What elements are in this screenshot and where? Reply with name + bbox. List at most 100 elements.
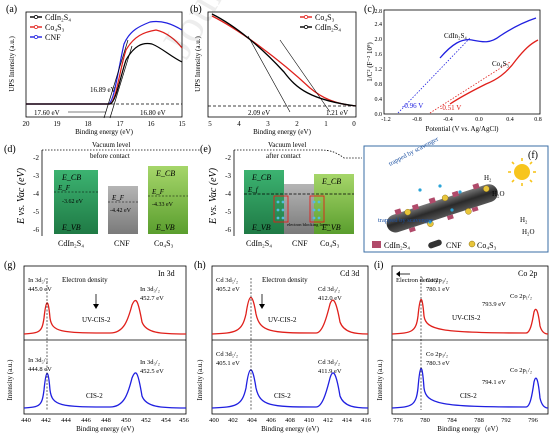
- panel-i-sample-label: UV-CIS-2: [452, 314, 481, 322]
- panel-d-cnf-block: [108, 186, 138, 234]
- panel-g-tick: 442: [41, 417, 51, 424]
- panel-c-ytick: 0.0: [375, 112, 383, 118]
- panel-g: (g) Intensity (a.u.) In 3d In 3d₅/₂ 445.…: [4, 260, 190, 433]
- panel-e-ytick: -3: [225, 172, 231, 180]
- panel-h-peak-label: Cd 3d₃/₂: [318, 359, 340, 366]
- down-arrow-icon: [259, 304, 265, 309]
- panel-i-peak-label: Co 2p₁/₂: [510, 293, 532, 300]
- panel-f-legend: CdIn₂S₄ CNF Co₄S₃: [372, 239, 497, 250]
- panel-c-fit-line: [429, 61, 511, 114]
- panel-c-xtick: -0.4: [443, 117, 453, 123]
- panel-b-legend-item: Co₄S₃: [315, 13, 335, 22]
- panel-e-evb: E_VB: [251, 223, 271, 232]
- panel-g-ylabel: Intensity (a.u.): [6, 359, 14, 401]
- panel-c-yticks: 0.0 0.4 0.8 1.2 1.6 2.0 2.4 2.8: [375, 9, 383, 118]
- panel-i-peak-label: Co 2p₃/₂: [426, 351, 448, 358]
- panel-e-blocking-label: electron blocking layers: [287, 222, 330, 227]
- panel-b-series-cdin2s4: [211, 13, 357, 107]
- panel-b-fit-line: [279, 39, 331, 113]
- panel-d-subtitle: before contact: [90, 152, 130, 160]
- panel-c-ytick: 1.6: [375, 52, 383, 58]
- panel-a-fit-line: [103, 39, 129, 119]
- panel-i-tag: (i): [374, 260, 383, 271]
- panel-d-ecb: E_CB: [61, 173, 81, 182]
- panel-d-ylabel: E vs. Vac (eV): [16, 167, 27, 225]
- panel-b-tick: 1: [324, 120, 328, 128]
- panel-h-xlabel: Binding energy (eV): [261, 425, 319, 433]
- panel-h: (h) Intensity (a.u.) Cd 3d Cd 3d₅/₂ 405.…: [194, 260, 372, 433]
- panel-h-tick: 408: [285, 417, 295, 424]
- panel-h-ticks: 400 402 404 406 408 410 412 414 416: [209, 417, 372, 424]
- panel-i-tick: 792: [501, 417, 511, 424]
- panel-e: (e) E vs. Vac (eV) -2 -3 -4 -5 -6 Vacuum…: [200, 141, 362, 248]
- panel-a-series-cdin2s4: [26, 42, 183, 105]
- panel-c-series-cdin2s4: [439, 17, 537, 59]
- panel-b-tag: (b): [190, 4, 202, 15]
- panel-f-label: H₂: [484, 174, 492, 182]
- panel-e-vacuum-label: Vacuum level: [268, 141, 306, 149]
- panel-d-block-label: CNF: [114, 239, 130, 248]
- panel-e-block-label: Co₄S₃: [320, 239, 340, 248]
- panel-g-tick: 450: [121, 417, 131, 424]
- panel-h-tick: 406: [266, 417, 277, 424]
- panel-i-tick: 796: [528, 417, 539, 424]
- left-arrow-icon: [396, 271, 400, 277]
- panel-e-ytick: -2: [225, 154, 231, 162]
- panel-d-ytick: -4: [33, 190, 39, 198]
- panel-i-ylabel: Intensity (a.u.): [376, 359, 384, 401]
- panel-g-arrow-label: Electron density: [62, 276, 108, 284]
- panel-d-ef: E_F: [151, 188, 165, 196]
- panel-g-tag: (g): [4, 260, 16, 271]
- panel-e-co4s3-block: [314, 174, 354, 234]
- panel-f-label: trapped by scavenger: [378, 217, 434, 224]
- panel-e-yticks: -2 -3 -4 -5 -6: [225, 154, 231, 234]
- panel-i-peak-label: Co 2p₁/₂: [510, 367, 532, 374]
- panel-i-tick: 788: [474, 417, 484, 424]
- panel-c-fit-line: [397, 37, 471, 114]
- panel-a-ylabel: UPS Intensity (a.u.): [8, 36, 16, 92]
- panel-d-ecb: E_CB: [155, 169, 175, 178]
- panel-d-evb: E_VB: [155, 223, 175, 232]
- panel-i-peak-value: 793.9 eV: [482, 301, 506, 308]
- panel-a-fit-line: [109, 45, 133, 119]
- panel-e-cnf-block: [284, 184, 314, 234]
- panel-g-peak-value: 452.7 eV: [140, 295, 164, 302]
- panel-d-ef: E_F: [111, 194, 125, 202]
- panel-e-ytick: -5: [225, 208, 231, 216]
- panel-b-annotation: 1.21 eV: [326, 109, 348, 117]
- panel-e-ecb: E_CB: [321, 177, 341, 186]
- panel-h-peak-label: Cd 3d₃/₂: [318, 286, 340, 293]
- panel-c-axes: [383, 9, 541, 115]
- panel-h-tick: 412: [323, 417, 333, 424]
- panel-c-xtick: 0.4: [506, 117, 514, 123]
- panel-c-xtick: -0.8: [412, 117, 422, 123]
- panel-c-annotation: -0.51 V: [440, 104, 461, 112]
- panel-g-peak-label: In 3d₃/₂: [140, 286, 160, 293]
- panel-b-legend-item: CdIn₂S₄: [315, 23, 341, 32]
- panel-e-ecb: E_CB: [251, 173, 271, 182]
- panel-a-annotation: 17.60 eV: [34, 109, 60, 117]
- panel-a-legend: CdIn₂S₄ Co₄S₃ CNF: [30, 13, 71, 42]
- panel-a-tick: 19: [54, 120, 62, 128]
- panel-g-peak-value: 452.5 eV: [140, 368, 164, 375]
- panel-h-tick: 400: [209, 417, 219, 424]
- panel-f-legend-item: Co₄S₃: [477, 241, 497, 250]
- panel-b-tick: 4: [237, 120, 241, 128]
- panel-e-subtitle: after contact: [266, 152, 301, 160]
- panel-c-label: Co₄S₃: [492, 60, 510, 68]
- panel-d-evb: E_VB: [61, 223, 81, 232]
- panel-i-series-cis-2: [391, 367, 549, 409]
- panel-e-ef: E_f: [247, 186, 259, 194]
- panel-g-series-cis-2: [23, 372, 187, 409]
- panel-e-ylabel: E vs. Vac (eV): [208, 167, 219, 225]
- panel-b-legend: Co₄S₃ CdIn₂S₄: [300, 13, 341, 32]
- panel-a-series-co4s3: [26, 29, 183, 105]
- panel-b-fit-line: [247, 35, 291, 113]
- panel-i-peak-value: 794.1 eV: [482, 379, 506, 386]
- panel-a-ticks: 20 19 18 17 16 15: [23, 120, 187, 128]
- down-arrow-icon: [93, 304, 99, 309]
- panel-d-vacuum-label: Vacuum level: [92, 141, 130, 149]
- panel-c-ytick: 0.8: [375, 82, 383, 88]
- panel-c-tag: (c): [364, 4, 375, 15]
